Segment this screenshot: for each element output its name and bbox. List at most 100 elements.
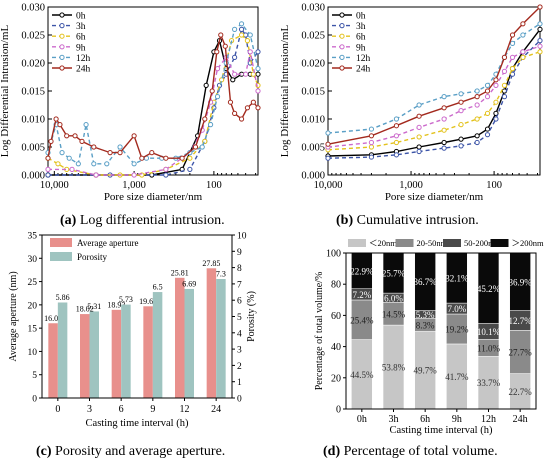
y-tick-label: 25 xyxy=(28,278,38,288)
legend-label: 50-200nm xyxy=(464,238,499,248)
data-point xyxy=(83,122,89,128)
data-point xyxy=(474,133,480,139)
segment-label: 53.8% xyxy=(382,363,406,373)
segment-label: 19.2% xyxy=(445,324,469,334)
data-point xyxy=(484,110,491,117)
data-point xyxy=(458,108,464,114)
data-point xyxy=(325,155,331,161)
data-point xyxy=(458,91,464,97)
y-right-tick-label: 0 xyxy=(237,395,242,405)
y-tick-label: 0.025 xyxy=(21,31,45,42)
bar-value-label: 19.69 xyxy=(139,297,157,306)
data-point xyxy=(57,122,63,128)
legend-marker xyxy=(339,44,345,50)
legend-marker xyxy=(59,44,65,50)
data-point xyxy=(493,77,499,83)
data-point xyxy=(218,32,224,38)
data-point xyxy=(474,116,480,122)
data-point xyxy=(537,38,543,44)
data-point xyxy=(163,172,169,178)
data-point xyxy=(537,43,543,49)
data-point xyxy=(493,99,499,105)
data-point xyxy=(227,99,234,105)
data-point xyxy=(163,155,169,161)
legend-label: Porosity xyxy=(77,252,108,262)
data-point xyxy=(325,130,331,136)
y-tick-label: 0.005 xyxy=(301,143,325,154)
data-point xyxy=(149,150,155,156)
data-point xyxy=(232,26,238,32)
data-point xyxy=(255,49,261,55)
y-right-tick-label: 1 xyxy=(237,378,242,388)
data-point xyxy=(501,82,508,89)
segment-label: 22.9% xyxy=(350,266,374,276)
bar-value-label: 6.69 xyxy=(182,279,196,288)
bar-average-aperture xyxy=(143,306,153,398)
bar-value-label: 5.31 xyxy=(87,302,101,311)
data-point xyxy=(441,105,447,111)
legend-label: 24h xyxy=(356,65,371,75)
data-point xyxy=(441,94,447,100)
data-point xyxy=(192,144,199,150)
data-point xyxy=(230,77,236,83)
y-right-tick-label: 5 xyxy=(237,313,242,323)
data-point xyxy=(93,172,99,178)
legend-label: 12h xyxy=(76,54,91,64)
data-point xyxy=(232,54,238,61)
data-point xyxy=(117,150,123,156)
y-tick-label: 0.015 xyxy=(21,87,45,98)
y-right-axis-label: Porosity (%) xyxy=(246,291,257,342)
data-point xyxy=(493,116,499,122)
legend-swatch xyxy=(50,252,72,261)
segment-label: 12.7% xyxy=(509,316,533,326)
segment-label: 7.2% xyxy=(352,290,371,300)
segment-label: 8.3% xyxy=(416,320,435,330)
data-point xyxy=(325,141,331,147)
data-point xyxy=(416,113,422,119)
data-point xyxy=(238,21,245,27)
data-point xyxy=(509,40,516,47)
segment-label: 44.5% xyxy=(350,370,374,380)
data-point xyxy=(163,166,169,172)
data-point xyxy=(209,88,215,94)
legend-marker xyxy=(59,54,65,61)
segment-label: 36.7% xyxy=(414,277,438,287)
data-point xyxy=(416,124,422,131)
legend-swatch xyxy=(348,239,366,247)
x-tick-label: 6 xyxy=(119,404,124,415)
data-point xyxy=(441,139,447,146)
x-tick-label: 10,000 xyxy=(40,180,69,191)
segment-label: 5.3% xyxy=(416,310,435,320)
data-point xyxy=(484,82,491,89)
legend-label: 6h xyxy=(356,33,366,43)
bar-average-aperture xyxy=(111,309,122,398)
y-tick-label: 0 xyxy=(32,395,37,405)
legend-marker xyxy=(59,23,65,29)
segment-label: 41.7% xyxy=(445,372,469,382)
data-point xyxy=(393,123,400,129)
x-tick-label: 100 xyxy=(486,180,502,191)
legend-label: 3h xyxy=(356,22,366,32)
series-line-12h xyxy=(47,22,259,165)
data-point xyxy=(45,172,51,178)
data-point xyxy=(131,133,137,139)
caption-a: (a) Log differential intrusion. xyxy=(60,213,225,228)
y-right-tick-label: 6 xyxy=(237,297,242,307)
data-point xyxy=(393,139,400,146)
data-point xyxy=(484,126,491,132)
x-tick-label: 100 xyxy=(206,180,222,191)
y-axis-label: Percentage of total volume/% xyxy=(314,272,325,391)
y-tick-label: 35 xyxy=(28,232,38,242)
legend-marker xyxy=(339,12,345,18)
bar-average-aperture xyxy=(80,314,90,398)
data-point xyxy=(72,133,78,139)
bar-value-label: 18.02 xyxy=(76,305,94,314)
data-point xyxy=(214,49,220,55)
data-point xyxy=(255,88,261,94)
segment-label: 25.4% xyxy=(350,315,374,325)
legend-swatch xyxy=(50,238,72,247)
data-point xyxy=(238,26,245,32)
data-point xyxy=(199,144,205,150)
data-point xyxy=(368,144,375,150)
data-point xyxy=(244,38,251,44)
